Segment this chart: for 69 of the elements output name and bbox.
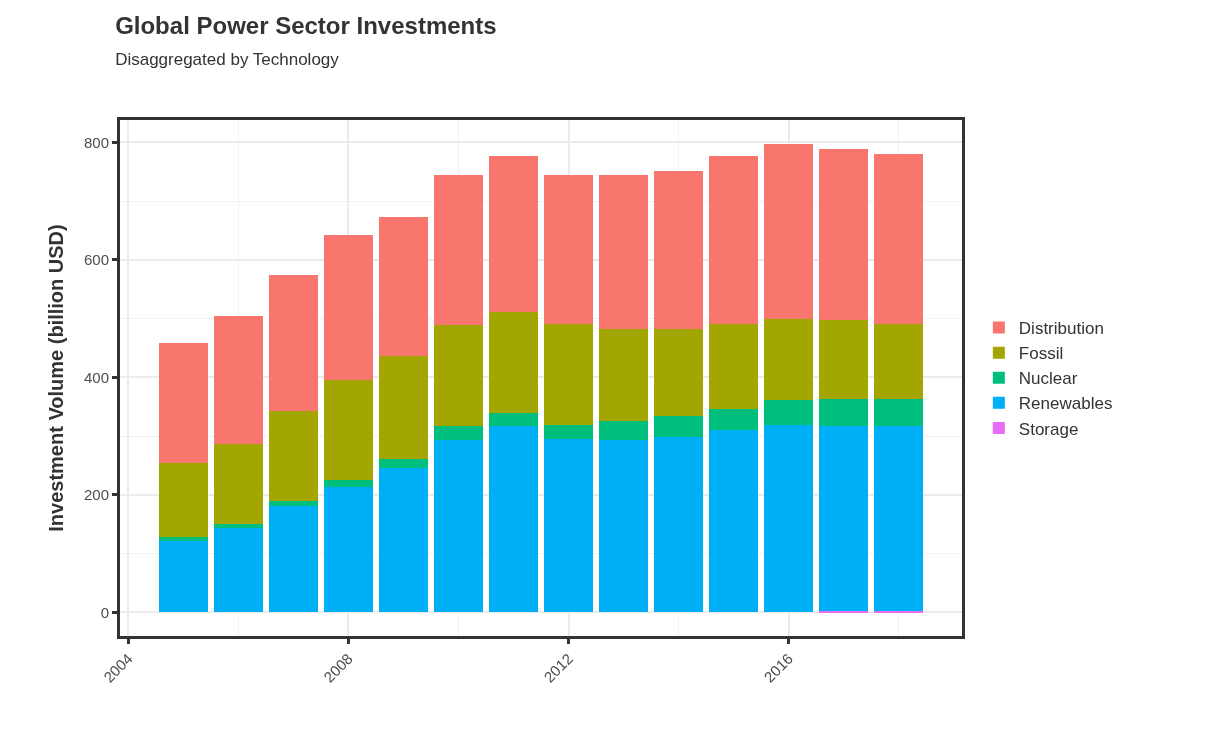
bar: [214, 528, 263, 612]
bar: [489, 426, 538, 612]
bar: [709, 156, 758, 324]
bar: [544, 324, 593, 425]
bar: [709, 324, 758, 409]
bar: [159, 343, 208, 463]
bar: [819, 149, 868, 320]
bar: [544, 425, 593, 439]
y-axis-title: Investment Volume (billion USD): [45, 224, 68, 532]
bar: [654, 437, 703, 612]
chart-subtitle: Disaggregated by Technology: [115, 49, 340, 69]
bar: [489, 156, 538, 312]
legend-label: Storage: [1018, 419, 1079, 439]
bar: [324, 480, 373, 487]
bar: [874, 324, 923, 399]
bar: [324, 235, 373, 380]
bar: [764, 319, 813, 400]
bar: [269, 275, 318, 411]
bar: [819, 399, 868, 426]
bar: [269, 501, 318, 506]
bar: [434, 175, 483, 325]
bar: [599, 421, 648, 440]
legend-label: Fossil: [1018, 344, 1064, 364]
bar: [159, 463, 208, 537]
bar: [159, 537, 208, 541]
bar: [324, 380, 373, 480]
legend-label: Renewables: [1018, 394, 1113, 414]
bar: [214, 524, 263, 528]
legend-label: Nuclear: [1018, 369, 1078, 389]
bar: [379, 468, 428, 612]
bar: [544, 439, 593, 612]
chart-title: Global Power Sector Investments: [115, 11, 497, 39]
bar: [434, 426, 483, 440]
bar: [214, 316, 263, 444]
bar: [709, 409, 758, 430]
bar: [654, 171, 703, 329]
bar: [489, 413, 538, 426]
bar: [544, 175, 593, 324]
bar: [379, 217, 428, 356]
bar: [709, 430, 758, 612]
bar: [874, 399, 923, 426]
bar: [764, 144, 813, 319]
bar: [379, 459, 428, 468]
bar: [599, 329, 648, 421]
bar: [874, 426, 923, 611]
y-tick-label: 0: [100, 603, 109, 621]
bar: [819, 426, 868, 611]
bar: [654, 329, 703, 416]
y-tick-label: 400: [83, 368, 109, 386]
bar: [269, 411, 318, 501]
legend-label: Distribution: [1018, 319, 1104, 339]
bar: [434, 325, 483, 426]
bar: [819, 320, 868, 399]
y-tick-label: 200: [83, 486, 109, 504]
bar: [654, 416, 703, 437]
bar: [764, 425, 813, 612]
bar: [324, 487, 373, 612]
bar: [159, 541, 208, 612]
bar: [599, 440, 648, 612]
bar: [764, 400, 813, 425]
bar: [599, 175, 648, 329]
bar: [269, 506, 318, 612]
y-tick-label: 600: [83, 251, 109, 269]
bar: [489, 312, 538, 413]
bar: [874, 154, 923, 324]
y-tick-label: 800: [83, 133, 109, 151]
bar: [434, 440, 483, 612]
bar: [214, 444, 263, 524]
bar: [379, 356, 428, 459]
